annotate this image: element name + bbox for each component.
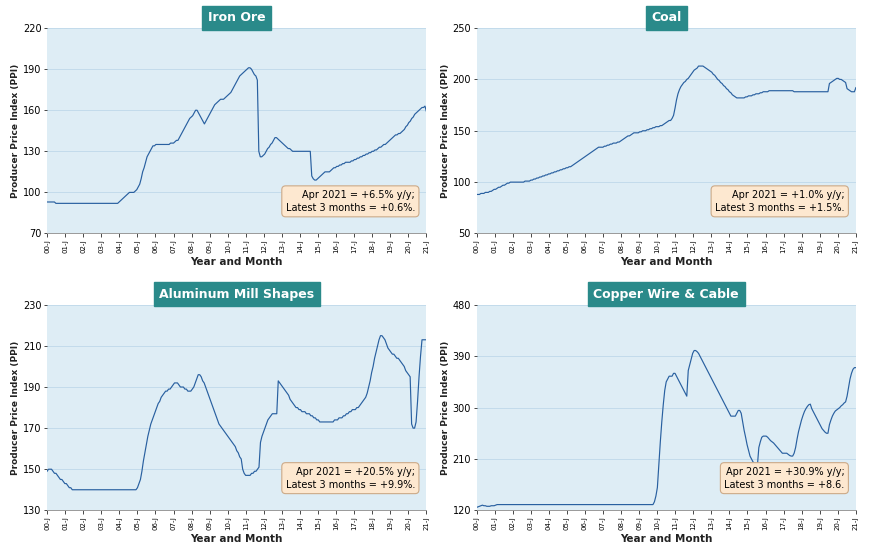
Text: Apr 2021 = +20.5% y/y;
Latest 3 months = +9.9%.: Apr 2021 = +20.5% y/y; Latest 3 months =… [285,467,415,490]
Y-axis label: Producer Price Index (PPI): Producer Price Index (PPI) [11,340,20,475]
Y-axis label: Producer Price Index (PPI): Producer Price Index (PPI) [440,64,449,198]
Title: Coal: Coal [650,11,680,24]
Title: Iron Ore: Iron Ore [208,11,265,24]
X-axis label: Year and Month: Year and Month [620,257,712,267]
Y-axis label: Producer Price Index (PPI): Producer Price Index (PPI) [11,64,20,198]
X-axis label: Year and Month: Year and Month [620,534,712,544]
X-axis label: Year and Month: Year and Month [190,534,282,544]
Text: Apr 2021 = +6.5% y/y;
Latest 3 months = +0.6%.: Apr 2021 = +6.5% y/y; Latest 3 months = … [285,190,415,213]
Title: Aluminum Mill Shapes: Aluminum Mill Shapes [159,288,314,301]
Y-axis label: Producer Price Index (PPI): Producer Price Index (PPI) [441,340,449,475]
Title: Copper Wire & Cable: Copper Wire & Cable [593,288,738,301]
Text: Apr 2021 = +30.9% y/y;
Latest 3 months = +8.6.: Apr 2021 = +30.9% y/y; Latest 3 months =… [723,467,844,490]
X-axis label: Year and Month: Year and Month [190,257,282,267]
Text: Apr 2021 = +1.0% y/y;
Latest 3 months = +1.5%.: Apr 2021 = +1.0% y/y; Latest 3 months = … [714,190,844,213]
